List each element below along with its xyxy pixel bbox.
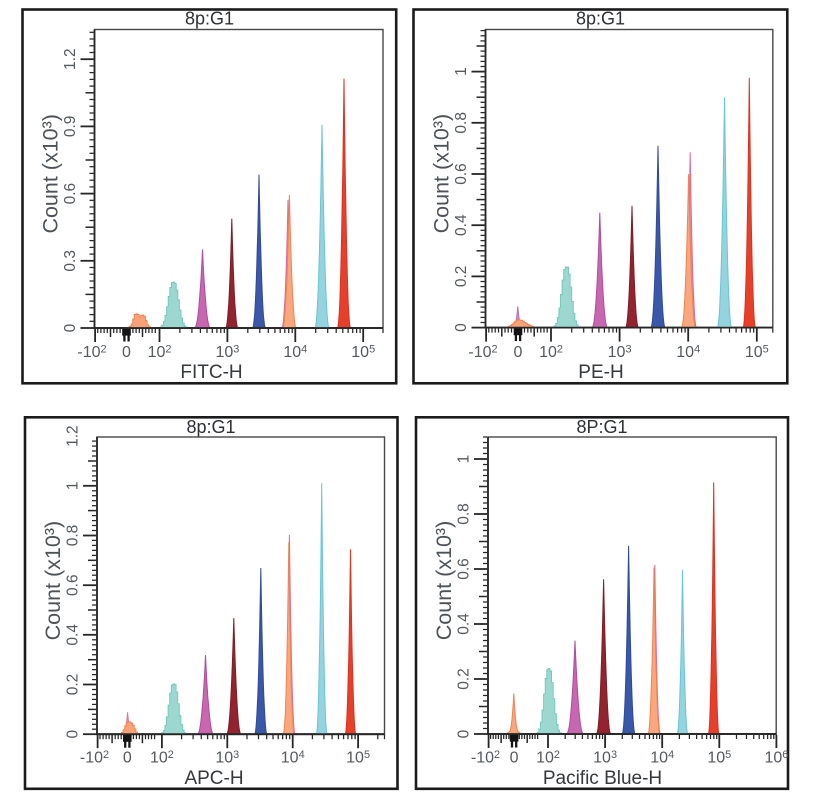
svg-text:0.3: 0.3 — [62, 250, 79, 272]
svg-text:1: 1 — [453, 67, 470, 76]
svg-text:-102: -102 — [77, 343, 106, 361]
svg-text:8p:G1: 8p:G1 — [186, 417, 235, 437]
svg-text:Count (x10³): Count (x10³) — [430, 114, 454, 234]
svg-text:0.6: 0.6 — [65, 574, 82, 596]
svg-text:0.9: 0.9 — [62, 116, 79, 138]
svg-text:1.2: 1.2 — [62, 48, 79, 70]
svg-text:1.2: 1.2 — [65, 425, 82, 447]
svg-text:PE-H: PE-H — [578, 362, 623, 383]
svg-text:0: 0 — [514, 344, 523, 361]
svg-text:0.6: 0.6 — [62, 183, 79, 205]
svg-text:0.6: 0.6 — [456, 558, 473, 580]
svg-text:0.4: 0.4 — [456, 613, 473, 635]
svg-text:0.8: 0.8 — [65, 525, 82, 547]
svg-text:-102: -102 — [471, 749, 500, 767]
svg-text:FITC-H: FITC-H — [180, 362, 242, 383]
svg-text:Count (x10³): Count (x10³) — [432, 521, 456, 641]
svg-text:0.2: 0.2 — [456, 668, 473, 690]
svg-text:0: 0 — [456, 729, 473, 738]
svg-text:8p:G1: 8p:G1 — [185, 9, 234, 29]
svg-text:0: 0 — [123, 750, 132, 767]
svg-text:8P:G1: 8P:G1 — [576, 417, 627, 437]
svg-text:1: 1 — [456, 455, 473, 464]
svg-text:1: 1 — [65, 481, 82, 490]
svg-text:0.6: 0.6 — [453, 163, 470, 185]
svg-text:0.2: 0.2 — [453, 266, 470, 288]
svg-text:-102: -102 — [468, 343, 497, 361]
svg-text:0.4: 0.4 — [65, 624, 82, 646]
svg-text:Count (x10³): Count (x10³) — [41, 521, 65, 641]
svg-text:Pacific Blue-H: Pacific Blue-H — [543, 768, 662, 789]
svg-text:0: 0 — [122, 344, 131, 361]
svg-text:0.2: 0.2 — [65, 674, 82, 696]
svg-text:0: 0 — [453, 323, 470, 332]
svg-text:0.8: 0.8 — [453, 112, 470, 134]
svg-text:0: 0 — [62, 323, 79, 332]
svg-text:0: 0 — [65, 730, 82, 739]
svg-text:0: 0 — [510, 750, 519, 767]
svg-text:-102: -102 — [80, 749, 109, 767]
svg-text:0.4: 0.4 — [453, 214, 470, 236]
svg-text:Count (x10³): Count (x10³) — [39, 114, 63, 234]
svg-text:0.8: 0.8 — [456, 503, 473, 525]
svg-text:APC-H: APC-H — [184, 768, 243, 789]
svg-text:8p:G1: 8p:G1 — [576, 9, 625, 29]
